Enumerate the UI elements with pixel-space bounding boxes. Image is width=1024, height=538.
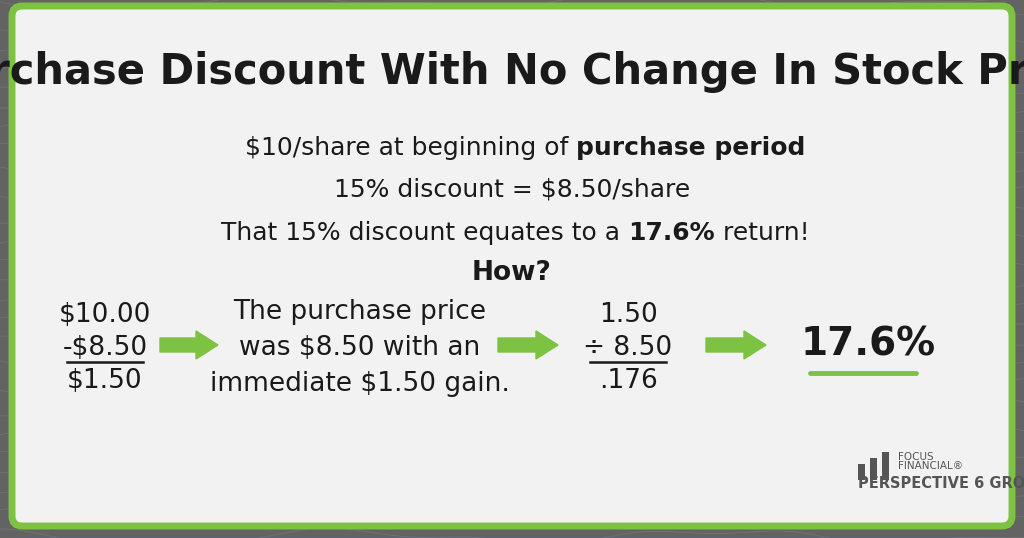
Text: 1.50: 1.50 <box>599 302 657 328</box>
FancyBboxPatch shape <box>12 6 1012 526</box>
Text: How?: How? <box>472 260 552 286</box>
Text: -$8.50: -$8.50 <box>62 335 147 361</box>
Text: $10.00: $10.00 <box>58 302 152 328</box>
Text: Purchase Discount With No Change In Stock Price: Purchase Discount With No Change In Stoc… <box>0 51 1024 93</box>
Text: The purchase price: The purchase price <box>233 299 486 325</box>
Bar <box>870 458 877 480</box>
Text: was $8.50 with an: was $8.50 with an <box>240 335 480 361</box>
Text: FOCUS: FOCUS <box>898 452 934 462</box>
Text: return!: return! <box>715 221 810 245</box>
Bar <box>858 464 865 480</box>
Polygon shape <box>498 331 558 359</box>
Polygon shape <box>160 331 218 359</box>
Text: That 15% discount equates to a: That 15% discount equates to a <box>221 221 629 245</box>
Text: 15% discount = $8.50/share: 15% discount = $8.50/share <box>334 178 690 202</box>
Text: purchase period: purchase period <box>577 136 806 160</box>
Text: ÷ 8.50: ÷ 8.50 <box>584 335 673 361</box>
Text: PERSPECTIVE 6 GROUP: PERSPECTIVE 6 GROUP <box>858 477 1024 492</box>
Text: immediate $1.50 gain.: immediate $1.50 gain. <box>210 371 510 397</box>
Text: $1.50: $1.50 <box>68 368 142 394</box>
Text: FINANCIAL®: FINANCIAL® <box>898 461 963 471</box>
Text: $10/share at beginning of: $10/share at beginning of <box>245 136 577 160</box>
Polygon shape <box>706 331 766 359</box>
Text: 17.6%: 17.6% <box>629 221 715 245</box>
Bar <box>882 452 889 480</box>
Text: .176: .176 <box>599 368 657 394</box>
Text: 17.6%: 17.6% <box>801 326 936 364</box>
